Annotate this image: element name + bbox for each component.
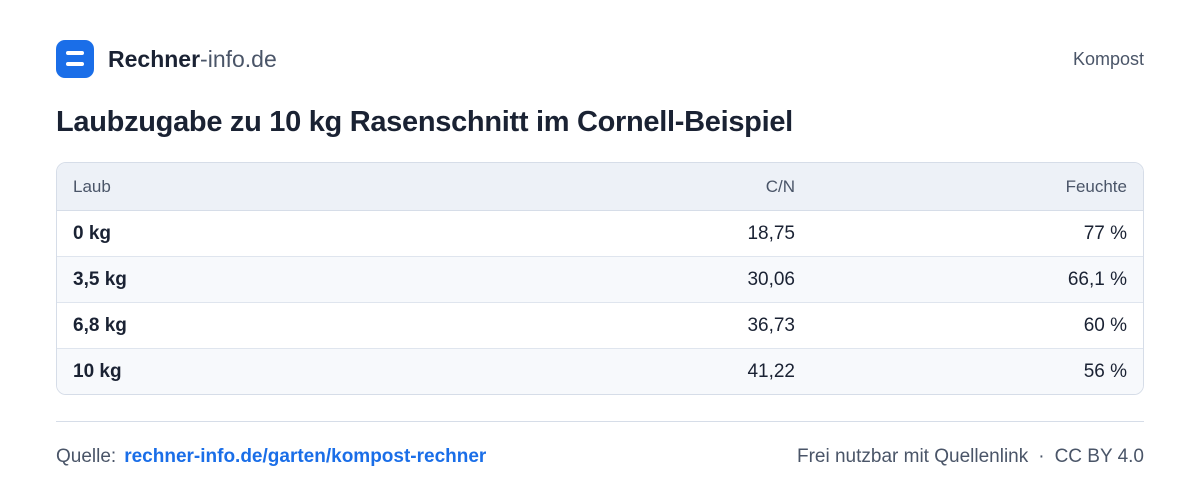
table-cell: 30,06: [479, 256, 811, 303]
license-info: Frei nutzbar mit Quellenlink · CC BY 4.0: [797, 446, 1144, 468]
logo: [56, 40, 94, 78]
table-cell: 41,22: [479, 348, 811, 394]
table-cell: 66,1 %: [811, 256, 1143, 303]
table-row: 3,5 kg 30,06 66,1 %: [57, 256, 1143, 303]
table-cell: 3,5 kg: [57, 256, 479, 303]
table-cell: 36,73: [479, 302, 811, 349]
column-header: Feuchte: [811, 163, 1143, 211]
table-row: 10 kg 41,22 56 %: [57, 348, 1143, 394]
footer: Quelle: rechner-info.de/garten/kompost-re…: [56, 446, 1144, 468]
table-row: 0 kg 18,75 77 %: [57, 210, 1143, 257]
column-header: C/N: [479, 163, 811, 211]
table-cell: 10 kg: [57, 348, 479, 394]
header-row: Laub C/N Feuchte: [57, 163, 1143, 211]
table-row: 6,8 kg 36,73 60 %: [57, 302, 1143, 349]
source: Quelle: rechner-info.de/garten/kompost-re…: [56, 446, 486, 468]
license: CC BY 4.0: [1054, 446, 1144, 467]
table-cell: 0 kg: [57, 210, 479, 257]
table-cell: 60 %: [811, 302, 1143, 349]
source-link[interactable]: rechner-info.de/garten/kompost-rechner: [124, 446, 487, 467]
separator: ·: [1038, 446, 1045, 467]
category: Kompost: [1072, 48, 1144, 69]
table-cell: 56 %: [811, 348, 1143, 394]
table: Laub C/N Feuchte 0 kg 18,75 77 % 3,5 kg 30,06 6…: [57, 163, 1143, 394]
license-note: Frei nutzbar mit Quellenlink: [796, 446, 1029, 467]
source-label: Quelle:: [56, 446, 117, 467]
table-cell: 18,75: [479, 210, 811, 257]
divider: [56, 421, 1144, 422]
table-cell: 77 %: [811, 210, 1143, 257]
brand-light: -info.de: [200, 45, 277, 72]
header: Rechner -info.de Kompost: [56, 40, 1144, 78]
brand-bold: Rechner: [108, 45, 201, 72]
title: Laubzugabe zu 10 kg Rasenschnitt im Corn…: [56, 106, 793, 138]
column-header: Laub: [57, 163, 479, 211]
table-container: Laub C/N Feuchte 0 kg 18,75 77 % 3,5 kg 30,06 6…: [56, 162, 1144, 395]
table-body: 0 kg 18,75 77 % 3,5 kg 30,06 66,1 % 6,8 kg 36,7…: [57, 210, 1143, 394]
brand[interactable]: Rechner -info.de: [56, 40, 277, 78]
table-cell: 6,8 kg: [57, 302, 479, 349]
